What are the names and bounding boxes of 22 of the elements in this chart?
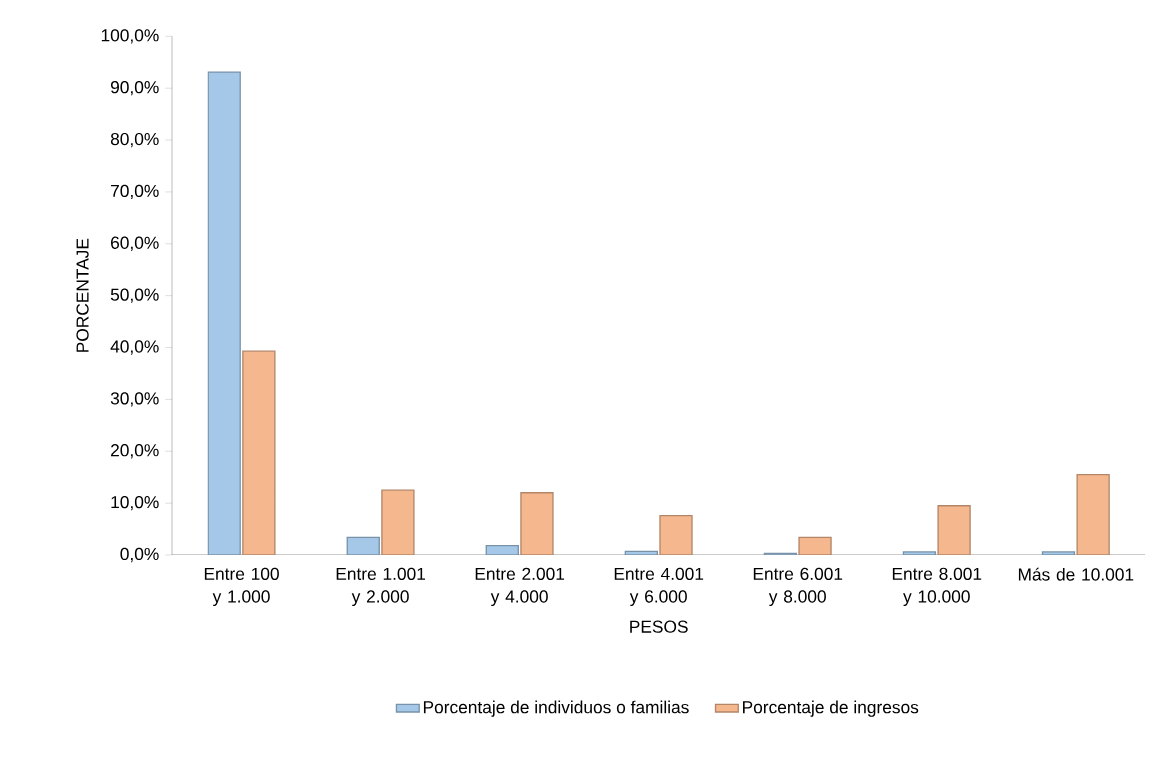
x-tick-label: Entre 2.001 y 4.000 <box>475 567 565 607</box>
y-tick-label: 80,0% <box>110 132 159 148</box>
y-tick-label: 90,0% <box>110 81 159 96</box>
x-tick-label: Entre 100 y 1.000 <box>204 567 279 607</box>
y-tick-label: 70,0% <box>111 184 159 200</box>
y-tick-label: 10,0% <box>111 495 159 511</box>
x-tick-label: Entre 4.001 y 6.000 <box>614 567 704 607</box>
y-tick-label: 100,0% <box>101 29 159 44</box>
x-tick-label: Más de 10.001 <box>1018 567 1134 581</box>
x-axis-title: PESOS <box>630 620 688 633</box>
y-axis-title: PORCENTAJE <box>76 238 89 352</box>
x-tick-label: Entre 1.001 y 2.000 <box>336 567 426 607</box>
legend-label: Porcentaje de individuos o familias <box>423 700 689 717</box>
x-tick-label: Entre 6.001 y 8.000 <box>753 567 843 607</box>
y-tick-label: 60,0% <box>111 236 159 251</box>
y-tick-label: 50,0% <box>110 288 159 303</box>
y-tick-label: 20,0% <box>111 444 159 459</box>
y-tick-label: 0,0% <box>120 547 159 563</box>
y-tick-label: 40,0% <box>110 340 159 355</box>
x-tick-label: Entre 8.001 y 10.000 <box>892 567 982 607</box>
legend-label: Porcentaje de ingresos <box>743 700 919 717</box>
y-tick-label: 30,0% <box>110 392 159 407</box>
